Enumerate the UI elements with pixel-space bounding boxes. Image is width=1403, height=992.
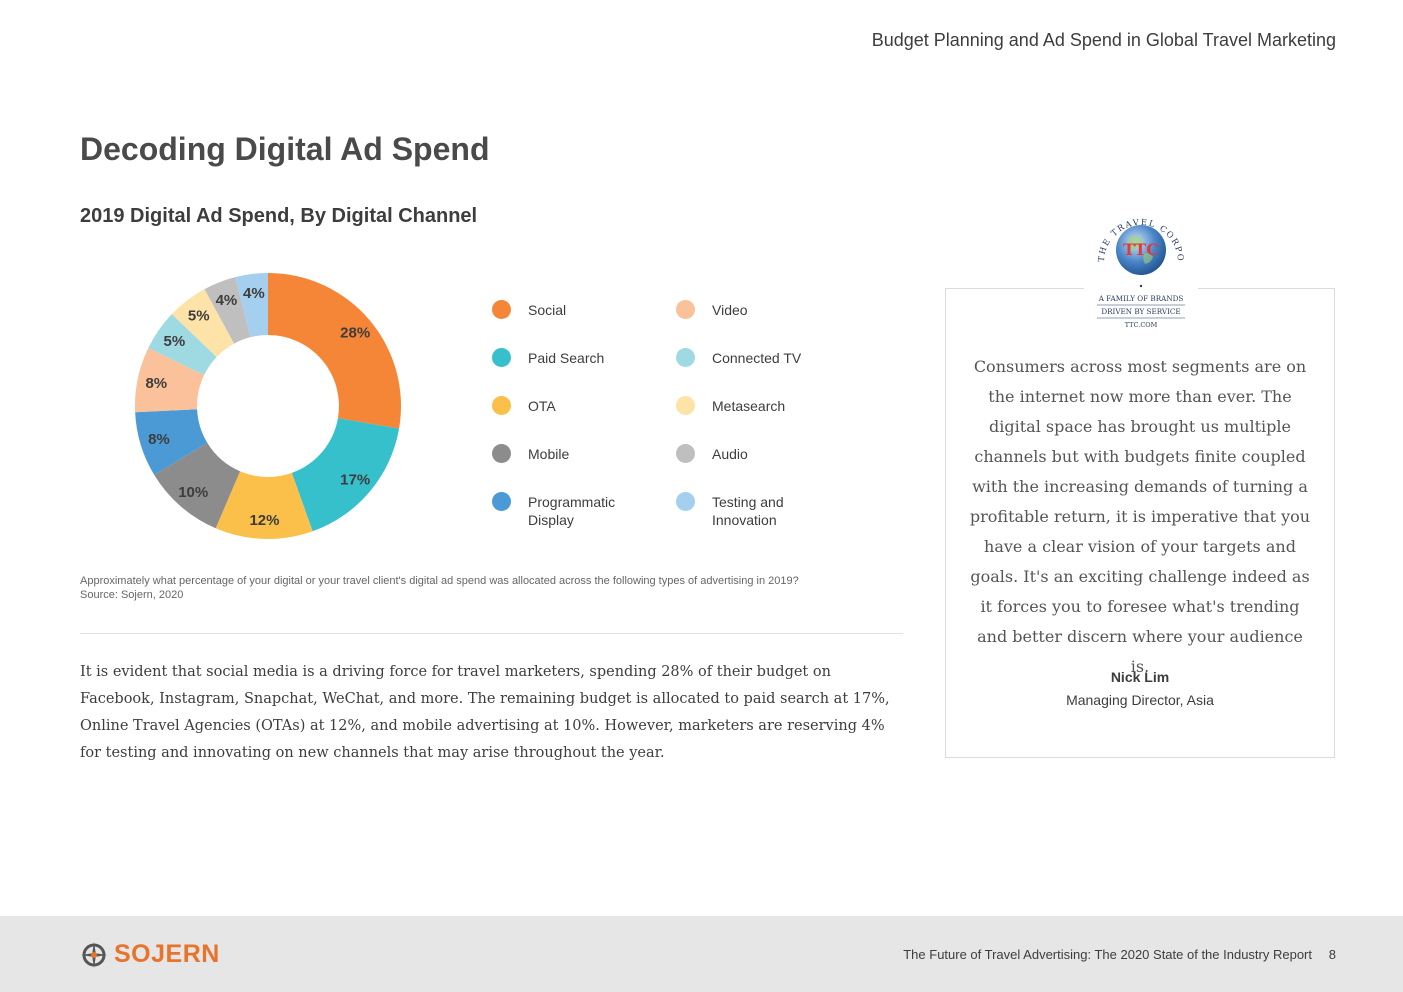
- legend-swatch: [492, 300, 511, 319]
- donut-slice: [135, 348, 205, 413]
- quote-author-name: Nick Lim: [1110, 669, 1170, 685]
- legend-label: Video: [712, 302, 748, 318]
- legend-label: Connected TV: [712, 350, 802, 366]
- legend-swatch: [676, 396, 695, 415]
- footer-logo-text: SOJERN: [114, 940, 220, 968]
- slice-label: 8%: [145, 375, 167, 392]
- slice-label: 10%: [178, 484, 208, 501]
- body-paragraph: It is evident that social media is a dri…: [80, 664, 890, 761]
- logo-tagline-1: A FAMILY OF BRANDS: [1098, 294, 1184, 303]
- header-title: Budget Planning and Ad Spend in Global T…: [871, 30, 1336, 50]
- legend-item: Mobile: [492, 440, 676, 488]
- legend-item: OTA: [492, 392, 676, 440]
- donut-slice: [171, 289, 235, 357]
- ttc-logo: THE TRAVEL CORPORATION TTC A FAMILY OF B…: [1079, 198, 1198, 330]
- slice-label: 17%: [340, 471, 370, 488]
- legend-swatch: [676, 492, 695, 511]
- slice-label: 8%: [148, 431, 170, 448]
- donut-slice: [215, 471, 313, 539]
- logo-monogram: TTC: [1123, 240, 1159, 259]
- legend-swatch: [676, 300, 695, 319]
- donut-slice: [135, 409, 208, 475]
- donut-slice: [148, 314, 217, 376]
- legend-swatch: [492, 444, 511, 463]
- legend-label: OTA: [528, 398, 556, 414]
- legend-label: Social: [528, 302, 567, 318]
- quote-author-role: Managing Director, Asia: [1066, 692, 1214, 708]
- logo-url: TTC.COM: [1125, 321, 1158, 329]
- slice-label: 5%: [163, 333, 185, 350]
- chart-title: 2019 Digital Ad Spend, By Digital Channe…: [80, 205, 478, 227]
- slice-label: 4%: [243, 285, 265, 302]
- legend-item: Connected TV: [676, 344, 860, 392]
- footer-report-title: The Future of Travel Advertising: The 20…: [903, 947, 1312, 962]
- sojern-logo: SOJERN: [80, 940, 220, 969]
- donut-slice: [154, 442, 241, 529]
- legend-swatch: [492, 396, 511, 415]
- legend-swatch: [492, 492, 511, 511]
- legend-item: Testing and Innovation: [676, 488, 860, 536]
- legend-swatch: [676, 348, 695, 367]
- legend-label: Testing and Innovation: [712, 494, 784, 528]
- donut-slice: [235, 273, 268, 338]
- legend-item: Audio: [676, 440, 860, 488]
- logo-tagline-2: DRIVEN BY SERVICE: [1101, 307, 1180, 316]
- source-note: Approximately what percentage of your di…: [80, 575, 799, 601]
- legend-item: Video: [676, 296, 860, 344]
- chart-legend: Social Video Paid Search Connected TV OTA Met…: [492, 296, 872, 536]
- donut-slice: [268, 273, 401, 429]
- slice-label: 4%: [216, 292, 238, 309]
- donut-chart: 28% 17% 12% 10% 8% 8% 5%5% 4% 4%: [135, 273, 401, 539]
- legend-item: Paid Search: [492, 344, 676, 392]
- legend-swatch: [492, 348, 511, 367]
- slice-label: 5%: [188, 307, 210, 324]
- sojern-compass-icon: [81, 941, 107, 968]
- quote-text: Consumers across most segments are on th…: [969, 357, 1311, 676]
- legend-label: Mobile: [528, 446, 570, 462]
- globe-icon: [1116, 225, 1166, 275]
- legend-swatch: [676, 444, 695, 463]
- page-title: Decoding Digital Ad Spend: [80, 131, 490, 167]
- legend-item: Programmatic Display: [492, 488, 676, 536]
- legend-label: Audio: [712, 446, 748, 462]
- slice-label: 12%: [249, 512, 279, 529]
- legend-label: Programmatic Display: [528, 494, 616, 528]
- slice-label: 28%: [340, 325, 370, 342]
- legend-label: Metasearch: [712, 398, 786, 414]
- legend-label: Paid Search: [528, 350, 605, 366]
- page-number: 8: [1328, 947, 1336, 962]
- legend-item: Social: [492, 296, 676, 344]
- donut-slice: [291, 418, 400, 532]
- divider: [80, 633, 903, 634]
- donut-slice: [204, 277, 251, 344]
- footer: SOJERN The Future of Travel Advertising:…: [0, 916, 1403, 992]
- legend-item: Metasearch: [676, 392, 860, 440]
